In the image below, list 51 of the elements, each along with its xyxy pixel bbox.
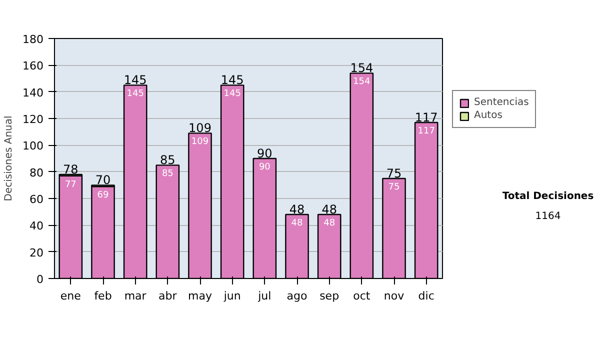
x-tick-label: dic <box>418 290 434 302</box>
x-tick-label: ago <box>286 290 308 302</box>
legend-label: Sentencias <box>474 97 529 108</box>
data-label: 48 <box>324 218 336 228</box>
data-label: 69 <box>97 190 109 200</box>
y-tick-label: 60 <box>30 193 44 206</box>
data-label: 145 <box>126 89 144 100</box>
legend-label: Autos <box>474 110 502 121</box>
text: Total Decisiones <box>502 190 594 204</box>
total-label: 145 <box>124 73 147 88</box>
x-tick-label: mar <box>124 290 147 302</box>
total-label: 117 <box>414 110 438 124</box>
x-tick-label: abr <box>158 290 178 302</box>
data-label: 77 <box>64 180 76 190</box>
data-label: 48 <box>291 218 303 228</box>
data-label: 109 <box>191 137 209 148</box>
data-label: 75 <box>388 182 400 192</box>
y-tick-label: 80 <box>30 166 44 180</box>
data-label: 145 <box>224 89 241 100</box>
total-label: 75 <box>386 166 402 180</box>
y-axis-title: Decisiones Anual <box>4 116 15 202</box>
total-label: 90 <box>257 146 272 160</box>
y-tick-label: 160 <box>22 60 44 73</box>
x-tick-label: feb <box>94 290 112 302</box>
total-label: 145 <box>220 73 244 88</box>
x-tick-label: sep <box>320 290 340 302</box>
data-label: 85 <box>162 169 174 180</box>
total-label: 85 <box>160 153 176 168</box>
y-tick-label: 0 <box>36 273 44 286</box>
x-tick-label: oct <box>353 290 371 302</box>
x-tick-label: jul <box>257 290 272 302</box>
total-label: 70 <box>95 173 111 188</box>
y-tick-label: 140 <box>22 86 44 100</box>
y-tick-label: 180 <box>22 33 44 46</box>
data-label: 90 <box>258 162 271 172</box>
x-tick-label: may <box>188 290 212 302</box>
y-tick-label: 20 <box>30 246 44 260</box>
total-label: 48 <box>322 202 337 216</box>
text: 1164 <box>535 210 561 224</box>
y-tick-label: 40 <box>30 220 44 233</box>
data-label: 117 <box>418 126 435 136</box>
x-tick-label: nov <box>384 290 405 302</box>
y-tick-label: 120 <box>22 113 44 126</box>
data-label: 154 <box>353 77 371 88</box>
y-tick-label: 100 <box>22 140 44 153</box>
total-label: 78 <box>63 162 78 176</box>
total-label: 109 <box>188 121 212 136</box>
x-tick-label: ene <box>60 290 82 302</box>
total-label: 48 <box>289 202 305 216</box>
total-label: 154 <box>350 61 374 76</box>
x-tick-label: jun <box>222 290 241 302</box>
